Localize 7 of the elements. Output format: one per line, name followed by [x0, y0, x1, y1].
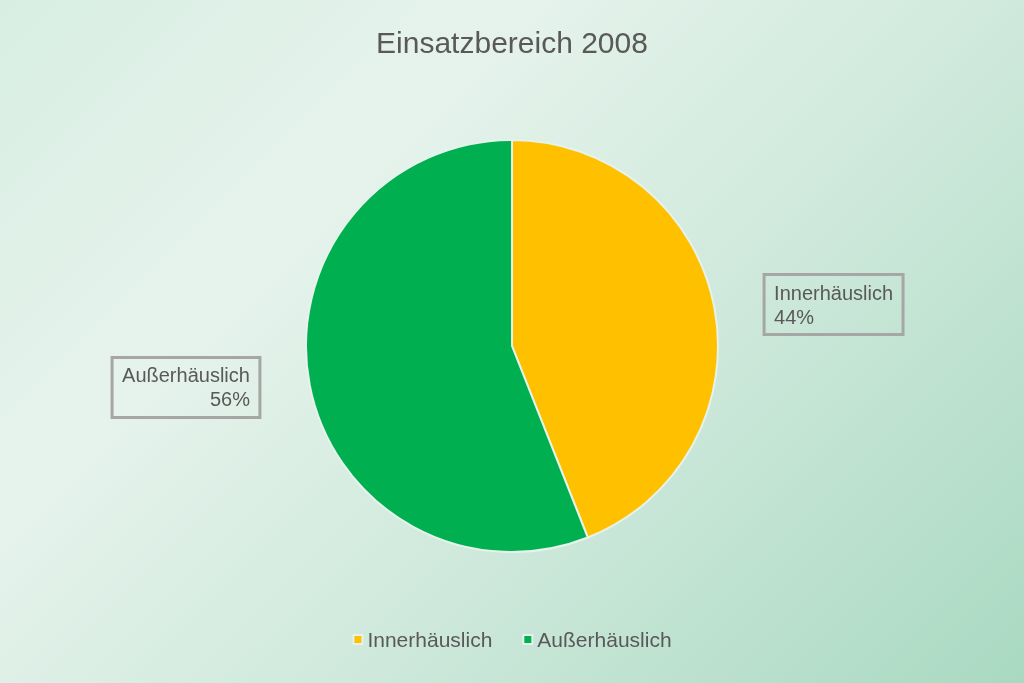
legend-label: Innerhäuslich [367, 628, 493, 651]
slice-label: Innerhäuslich [774, 281, 894, 304]
data-label: 44% [774, 305, 815, 328]
chart-title: Einsatzbereich 2008 [376, 25, 648, 59]
slice-label: Außerhäuslich [122, 364, 250, 387]
legend-label: Außerhäuslich [537, 628, 672, 651]
data-label: 56% [209, 388, 251, 411]
